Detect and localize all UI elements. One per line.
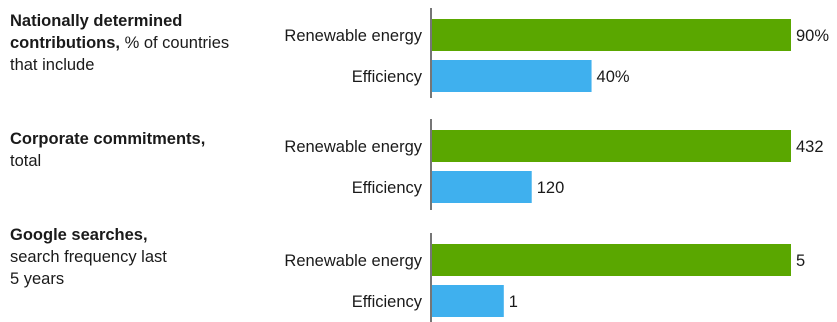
panel-title-google: Google searches, search frequency last 5…: [10, 224, 175, 290]
bar-0-efficiency: [432, 60, 592, 92]
category-label-0-efficiency: Efficiency: [352, 68, 423, 86]
bar-2-renewable-energy: [432, 244, 791, 276]
bar-1-efficiency: [432, 171, 532, 203]
panel-title-corporate-rest: total: [10, 152, 42, 170]
value-label-1-efficiency: 120: [537, 179, 565, 197]
value-label-0-efficiency: 40%: [597, 68, 630, 86]
category-label-0-renewable-energy: Renewable energy: [284, 27, 422, 45]
bar-2-efficiency: [432, 285, 504, 317]
panel-title-ndc-bold: Nationally determined contributions,: [10, 12, 183, 52]
category-label-1-renewable-energy: Renewable energy: [284, 138, 422, 156]
value-label-2-renewable-energy: 5: [796, 252, 805, 270]
category-label-1-efficiency: Efficiency: [352, 179, 423, 197]
category-label-2-renewable-energy: Renewable energy: [284, 252, 422, 270]
panel-title-google-rest: search frequency last 5 years: [10, 248, 167, 288]
panel-title-ndc-rest: % of countries that include: [10, 34, 230, 74]
panel-title-corporate: Corporate commitments, total: [10, 128, 210, 172]
value-label-1-renewable-energy: 432: [796, 138, 824, 156]
category-label-2-efficiency: Efficiency: [352, 293, 423, 311]
bar-1-renewable-energy: [432, 130, 791, 162]
value-label-2-efficiency: 1: [509, 293, 518, 311]
panel-title-corporate-bold: Corporate commitments,: [10, 130, 206, 148]
value-label-0-renewable-energy: 90%: [796, 27, 829, 45]
bar-0-renewable-energy: [432, 19, 791, 51]
panel-title-ndc: Nationally determined contributions, % o…: [10, 10, 250, 76]
panel-title-google-bold: Google searches,: [10, 226, 148, 244]
